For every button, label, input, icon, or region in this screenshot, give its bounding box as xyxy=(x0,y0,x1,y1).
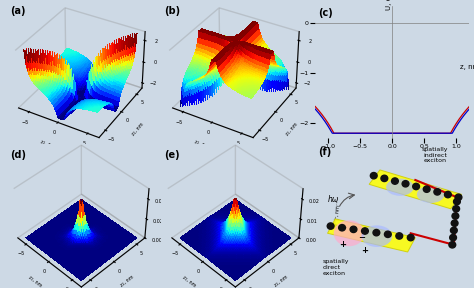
Text: (c): (c) xyxy=(319,8,333,18)
Circle shape xyxy=(402,181,409,187)
X-axis label: z₁, nm: z₁, nm xyxy=(182,274,197,288)
X-axis label: z₁, nm: z₁, nm xyxy=(194,139,210,149)
Text: (b): (b) xyxy=(164,6,181,16)
Circle shape xyxy=(449,242,456,248)
Y-axis label: U, eV: U, eV xyxy=(386,0,392,10)
Ellipse shape xyxy=(362,225,392,247)
Polygon shape xyxy=(369,170,462,209)
Circle shape xyxy=(384,231,391,238)
Circle shape xyxy=(370,173,377,179)
Circle shape xyxy=(434,189,441,195)
Text: spatially
direct
exciton: spatially direct exciton xyxy=(323,259,349,276)
Circle shape xyxy=(450,234,456,241)
Text: (e): (e) xyxy=(164,150,180,160)
Circle shape xyxy=(392,178,398,184)
Circle shape xyxy=(454,198,460,205)
Y-axis label: z₂, nm: z₂, nm xyxy=(285,121,299,136)
Y-axis label: z₂, nm: z₂, nm xyxy=(119,274,135,288)
X-axis label: z₁, nm: z₁, nm xyxy=(40,139,56,149)
Circle shape xyxy=(451,220,458,226)
Circle shape xyxy=(407,234,414,241)
Text: (f): (f) xyxy=(319,147,331,157)
Text: hω: hω xyxy=(328,195,339,204)
Circle shape xyxy=(455,194,462,200)
Text: (d): (d) xyxy=(10,150,26,160)
X-axis label: z, nm: z, nm xyxy=(460,64,474,70)
Circle shape xyxy=(423,186,430,192)
Circle shape xyxy=(396,233,403,239)
Circle shape xyxy=(452,213,459,219)
Polygon shape xyxy=(328,219,415,252)
Ellipse shape xyxy=(386,179,414,196)
Y-axis label: z₂, nm: z₂, nm xyxy=(131,121,145,136)
Circle shape xyxy=(450,227,457,234)
Text: −: − xyxy=(339,223,346,232)
Text: +: + xyxy=(339,240,346,249)
Text: spatially
indirect
exciton: spatially indirect exciton xyxy=(422,147,448,164)
Circle shape xyxy=(350,226,357,232)
Ellipse shape xyxy=(334,220,365,246)
Text: (a): (a) xyxy=(10,6,26,16)
Circle shape xyxy=(381,175,388,181)
Circle shape xyxy=(362,228,368,234)
Circle shape xyxy=(373,230,380,236)
Circle shape xyxy=(338,225,346,231)
Ellipse shape xyxy=(417,186,445,203)
Circle shape xyxy=(445,192,451,198)
Circle shape xyxy=(413,183,419,190)
X-axis label: z₁, nm: z₁, nm xyxy=(27,274,43,288)
Circle shape xyxy=(327,223,334,229)
Text: +: + xyxy=(361,246,368,255)
Text: −: − xyxy=(358,233,365,242)
Y-axis label: z₂, nm: z₂, nm xyxy=(273,274,289,288)
Circle shape xyxy=(453,206,460,212)
